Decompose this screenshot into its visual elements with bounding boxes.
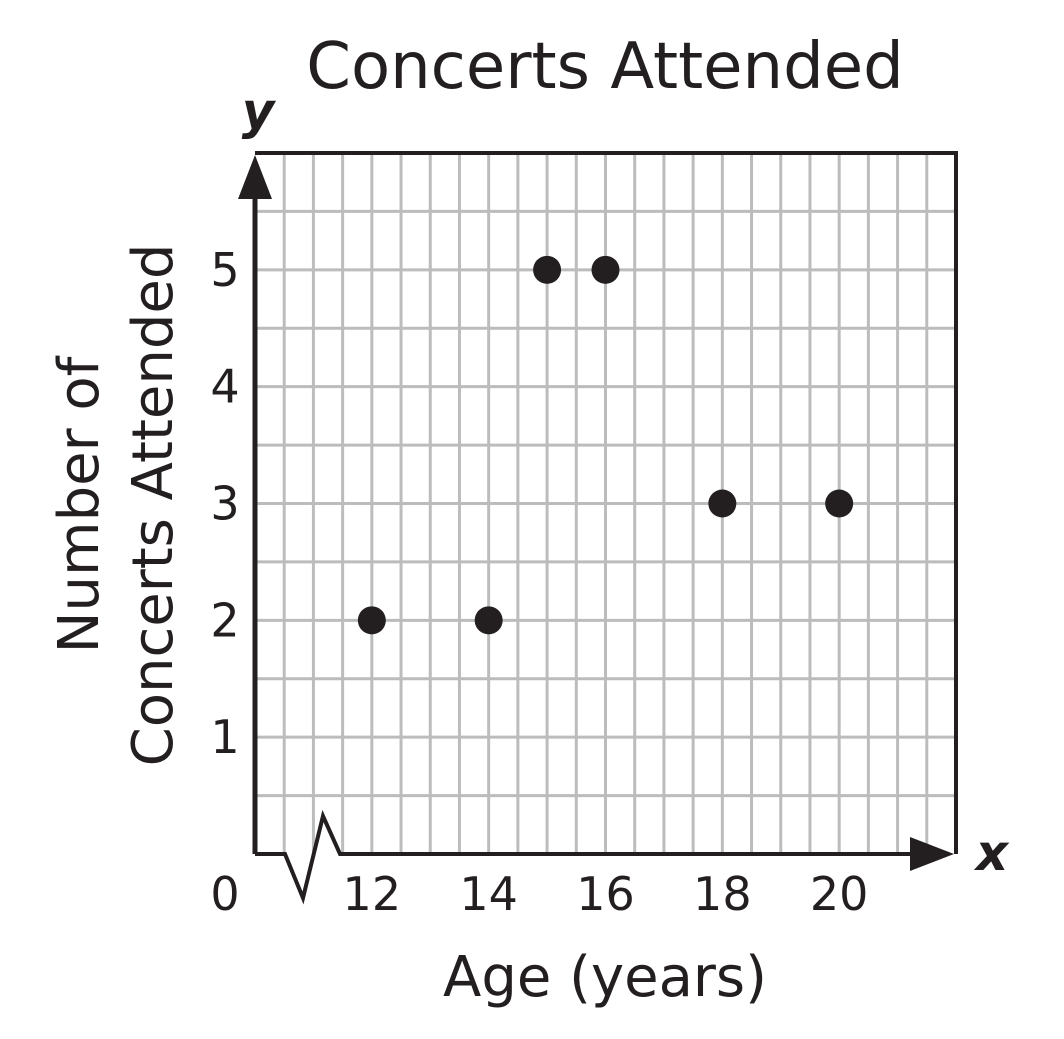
y-tick-label: 3 — [210, 477, 239, 531]
y-axis-title: Number of Concerts Attended — [47, 244, 186, 767]
data-point — [357, 606, 386, 635]
data-point — [708, 489, 737, 518]
y-tick-label: 1 — [210, 710, 239, 764]
chart-title: Concerts Attended — [306, 30, 903, 104]
data-point — [591, 255, 620, 284]
x-axis-arrow — [910, 837, 954, 871]
y-tick-labels: 1 2 3 4 5 — [210, 243, 239, 764]
data-point — [533, 255, 562, 284]
frame-border — [255, 151, 958, 854]
x-axis-letter: x — [973, 824, 1010, 882]
x-axis-line — [255, 809, 916, 905]
y-tick-label: 2 — [210, 593, 239, 647]
data-points — [357, 255, 854, 635]
x-tick-label: 16 — [576, 867, 635, 921]
x-tick-label: 18 — [693, 867, 752, 921]
axes — [238, 155, 954, 905]
plot-frame — [255, 151, 958, 854]
y-axis-title-line-2: Concerts Attended — [121, 244, 186, 767]
y-tick-label: 4 — [210, 360, 239, 414]
x-tick-label: 12 — [343, 867, 402, 921]
x-tick-labels: 12 14 16 18 20 — [343, 867, 869, 921]
x-tick-label: 14 — [459, 867, 518, 921]
y-axis-title-line-1: Number of — [47, 355, 112, 653]
data-point — [825, 489, 854, 518]
origin-label: 0 — [210, 867, 239, 921]
x-tick-label: 20 — [810, 867, 869, 921]
data-point — [474, 606, 503, 635]
y-axis-arrow — [238, 155, 272, 199]
x-axis-title: Age (years) — [443, 945, 767, 1010]
y-axis-letter: y — [242, 82, 277, 140]
y-tick-label: 5 — [210, 243, 239, 297]
